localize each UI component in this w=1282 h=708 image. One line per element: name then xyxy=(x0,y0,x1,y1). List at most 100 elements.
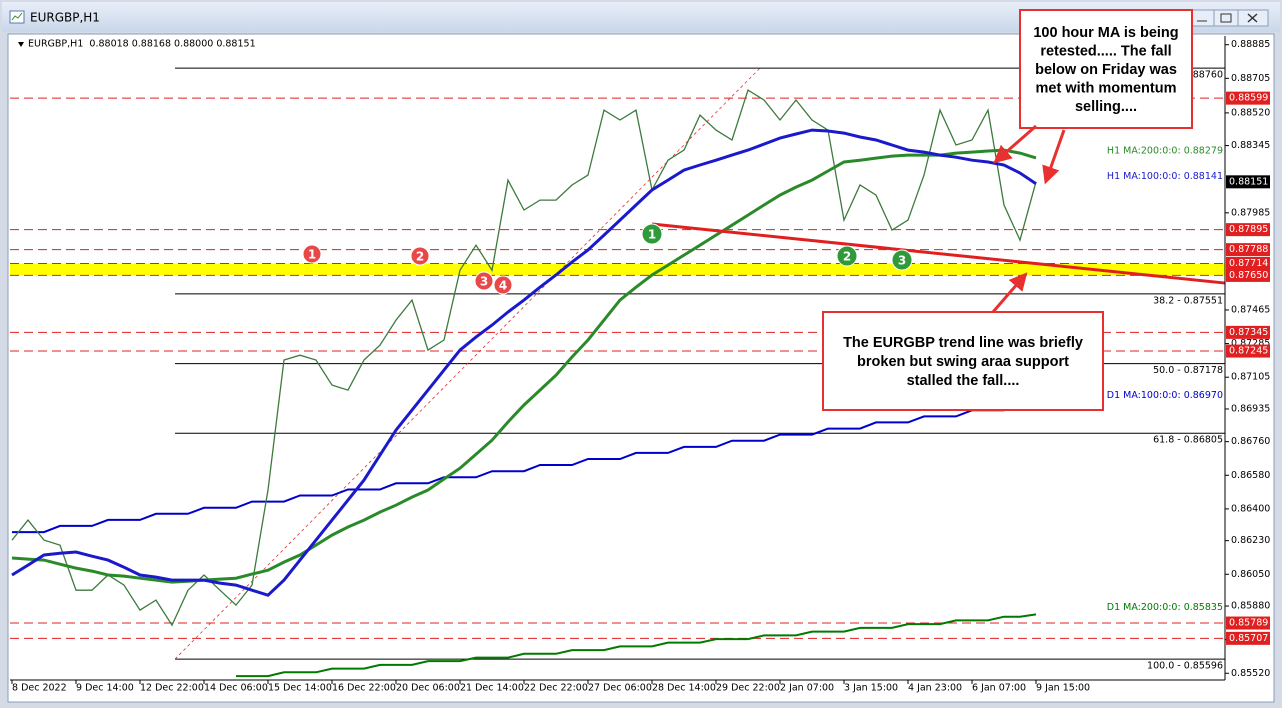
level-tag xyxy=(1226,268,1270,282)
y-tick-label: 0.86760 xyxy=(1231,436,1270,447)
x-tick-label: 22 Dec 22:00 xyxy=(524,683,588,694)
close-icon xyxy=(1247,13,1258,23)
x-tick-label: 21 Dec 14:00 xyxy=(460,683,524,694)
fib-label: 100.0 - 0.85596 xyxy=(1147,661,1223,672)
swing-label: 1 xyxy=(308,248,316,262)
level-label: 0.87650 xyxy=(1229,270,1268,281)
restore-icon xyxy=(1220,13,1232,23)
swing-label: 3 xyxy=(480,275,488,289)
series-line xyxy=(12,401,1037,534)
level-label: 0.85789 xyxy=(1229,618,1268,629)
level-label: 0.87788 xyxy=(1229,244,1268,255)
level-tag xyxy=(1226,256,1270,270)
y-tick-label: 0.88885 xyxy=(1231,39,1270,50)
callout-arrow xyxy=(991,272,1028,313)
swing-marker xyxy=(410,246,430,266)
window-icon-graph xyxy=(11,12,23,21)
fib-label: 50.0 - 0.87178 xyxy=(1153,365,1223,376)
level-tag xyxy=(1226,631,1270,645)
swing-marker xyxy=(641,223,663,245)
header-icon xyxy=(18,42,24,47)
y-tick-label: 0.85520 xyxy=(1231,668,1270,679)
y-tick-label: 0.87465 xyxy=(1231,304,1270,315)
level-tag xyxy=(1226,223,1270,237)
swing-marker xyxy=(836,245,858,267)
ma-label: D1 MA:200:0:0: 0.85835 xyxy=(1107,602,1223,613)
swing-label: 2 xyxy=(843,250,851,264)
y-tick-label: 0.86935 xyxy=(1231,403,1270,414)
level-tag xyxy=(1226,344,1270,358)
x-tick-label: 20 Dec 06:00 xyxy=(396,683,460,694)
swing-marker xyxy=(474,271,494,291)
callout-text: selling.... xyxy=(1075,99,1137,115)
swing-marker xyxy=(891,249,913,271)
y-tick-label: 0.88520 xyxy=(1231,107,1270,118)
series-line xyxy=(11,128,1037,597)
callout-box xyxy=(1019,9,1193,129)
chart-header: EURGBP,H1 0.88018 0.88168 0.88000 0.8815… xyxy=(28,39,256,50)
level-tag xyxy=(1226,243,1270,257)
level-tag xyxy=(1226,91,1270,105)
swing-label: 1 xyxy=(648,228,656,242)
support-zone xyxy=(10,263,1225,276)
y-tick-label: 0.88705 xyxy=(1231,73,1270,84)
callout-text: met with momentum xyxy=(1036,80,1177,96)
level-label: 0.87895 xyxy=(1229,224,1268,235)
swing-label: 2 xyxy=(416,250,424,264)
level-label: 0.87345 xyxy=(1229,327,1268,338)
callout-text: The EURGBP trend line was briefly xyxy=(843,335,1083,351)
level-tag xyxy=(1226,325,1270,339)
swing-marker xyxy=(302,244,322,264)
y-tick-label: 0.86050 xyxy=(1231,569,1270,580)
y-tick-label: 0.86400 xyxy=(1231,503,1270,514)
y-tick-label: 0.87105 xyxy=(1231,372,1270,383)
level-tag xyxy=(1226,616,1270,630)
fib-label: 61.8 - 0.86805 xyxy=(1153,435,1223,446)
x-tick-label: 27 Dec 06:00 xyxy=(588,683,652,694)
x-tick-label: 14 Dec 06:00 xyxy=(204,683,268,694)
current-price-tag xyxy=(1226,175,1270,189)
y-tick-label: 0.86230 xyxy=(1231,535,1270,546)
current-price-label: 0.88151 xyxy=(1229,176,1268,187)
x-tick-label: 6 Jan 07:00 xyxy=(972,683,1026,694)
ma-label: D1 MA:100:0:0: 0.86970 xyxy=(1107,390,1223,401)
y-tick-label: 0.86580 xyxy=(1231,470,1270,481)
level-label: 0.88599 xyxy=(1229,93,1268,104)
callout-text: retested..... The fall xyxy=(1040,43,1171,59)
x-tick-label: 8 Dec 2022 xyxy=(12,683,67,694)
x-tick-label: 15 Dec 14:00 xyxy=(268,683,332,694)
x-tick-label: 3 Jan 15:00 xyxy=(844,683,898,694)
x-tick-label: 2 Jan 07:00 xyxy=(780,683,834,694)
x-tick-label: 28 Dec 14:00 xyxy=(652,683,716,694)
series-line xyxy=(236,613,1037,678)
trendline xyxy=(651,222,1226,285)
callout-text: stalled the fall.... xyxy=(907,373,1020,389)
callout-text: broken but swing araa support xyxy=(857,354,1069,370)
ma-label: H1 MA:200:0:0: 0.88279 xyxy=(1107,145,1223,156)
x-tick-label: 9 Jan 15:00 xyxy=(1036,683,1090,694)
y-tick-label: 0.87985 xyxy=(1231,207,1270,218)
restore-button[interactable] xyxy=(1213,9,1239,27)
callout-text: 100 hour MA is being xyxy=(1033,25,1178,41)
fib-label: 0.88760 xyxy=(1184,70,1223,81)
callout-box xyxy=(822,311,1104,411)
level-label: 0.85707 xyxy=(1229,633,1268,644)
x-tick-label: 29 Dec 22:00 xyxy=(716,683,780,694)
callout-text: below on Friday was xyxy=(1035,62,1177,78)
y-tick-label: 0.88345 xyxy=(1231,140,1270,151)
fib-diagonal xyxy=(174,67,761,660)
callout-arrow xyxy=(993,124,1037,164)
x-tick-label: 16 Dec 22:00 xyxy=(332,683,396,694)
swing-label: 4 xyxy=(499,279,507,293)
x-tick-label: 9 Dec 14:00 xyxy=(76,683,134,694)
minimize-button[interactable] xyxy=(1189,9,1215,27)
ma-label: H1 MA:100:0:0: 0.88141 xyxy=(1107,171,1223,182)
swing-label: 3 xyxy=(898,254,906,268)
callout-arrow xyxy=(1042,129,1066,185)
fib-label: 38.2 - 0.87551 xyxy=(1153,295,1223,306)
window-title: EURGBP,H1 xyxy=(30,11,100,25)
level-label: 0.87245 xyxy=(1229,346,1268,357)
y-tick-label: 0.85880 xyxy=(1231,601,1270,612)
